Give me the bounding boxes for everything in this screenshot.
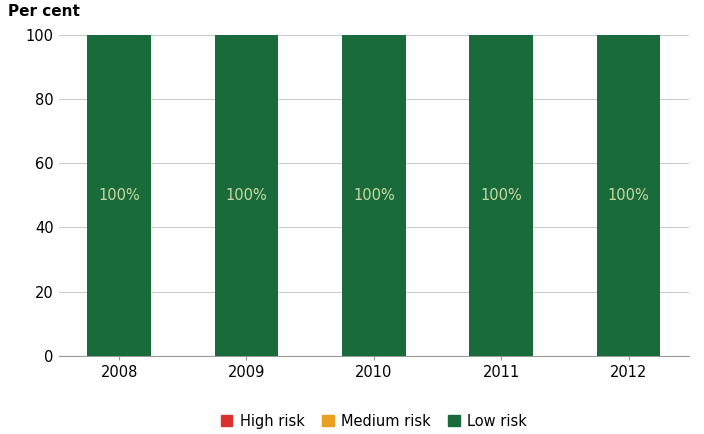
Text: 100%: 100% [99, 188, 140, 203]
Bar [597, 35, 660, 356]
Legend: High risk, Medium risk, Low risk: High risk, Medium risk, Low risk [215, 408, 533, 434]
Bar [87, 35, 151, 356]
Text: 100%: 100% [480, 188, 522, 203]
Bar [342, 35, 406, 356]
Text: Per cent: Per cent [8, 3, 80, 19]
Bar [470, 35, 533, 356]
Text: 100%: 100% [608, 188, 649, 203]
Text: 100%: 100% [225, 188, 268, 203]
Text: 100%: 100% [353, 188, 395, 203]
Bar [215, 35, 278, 356]
